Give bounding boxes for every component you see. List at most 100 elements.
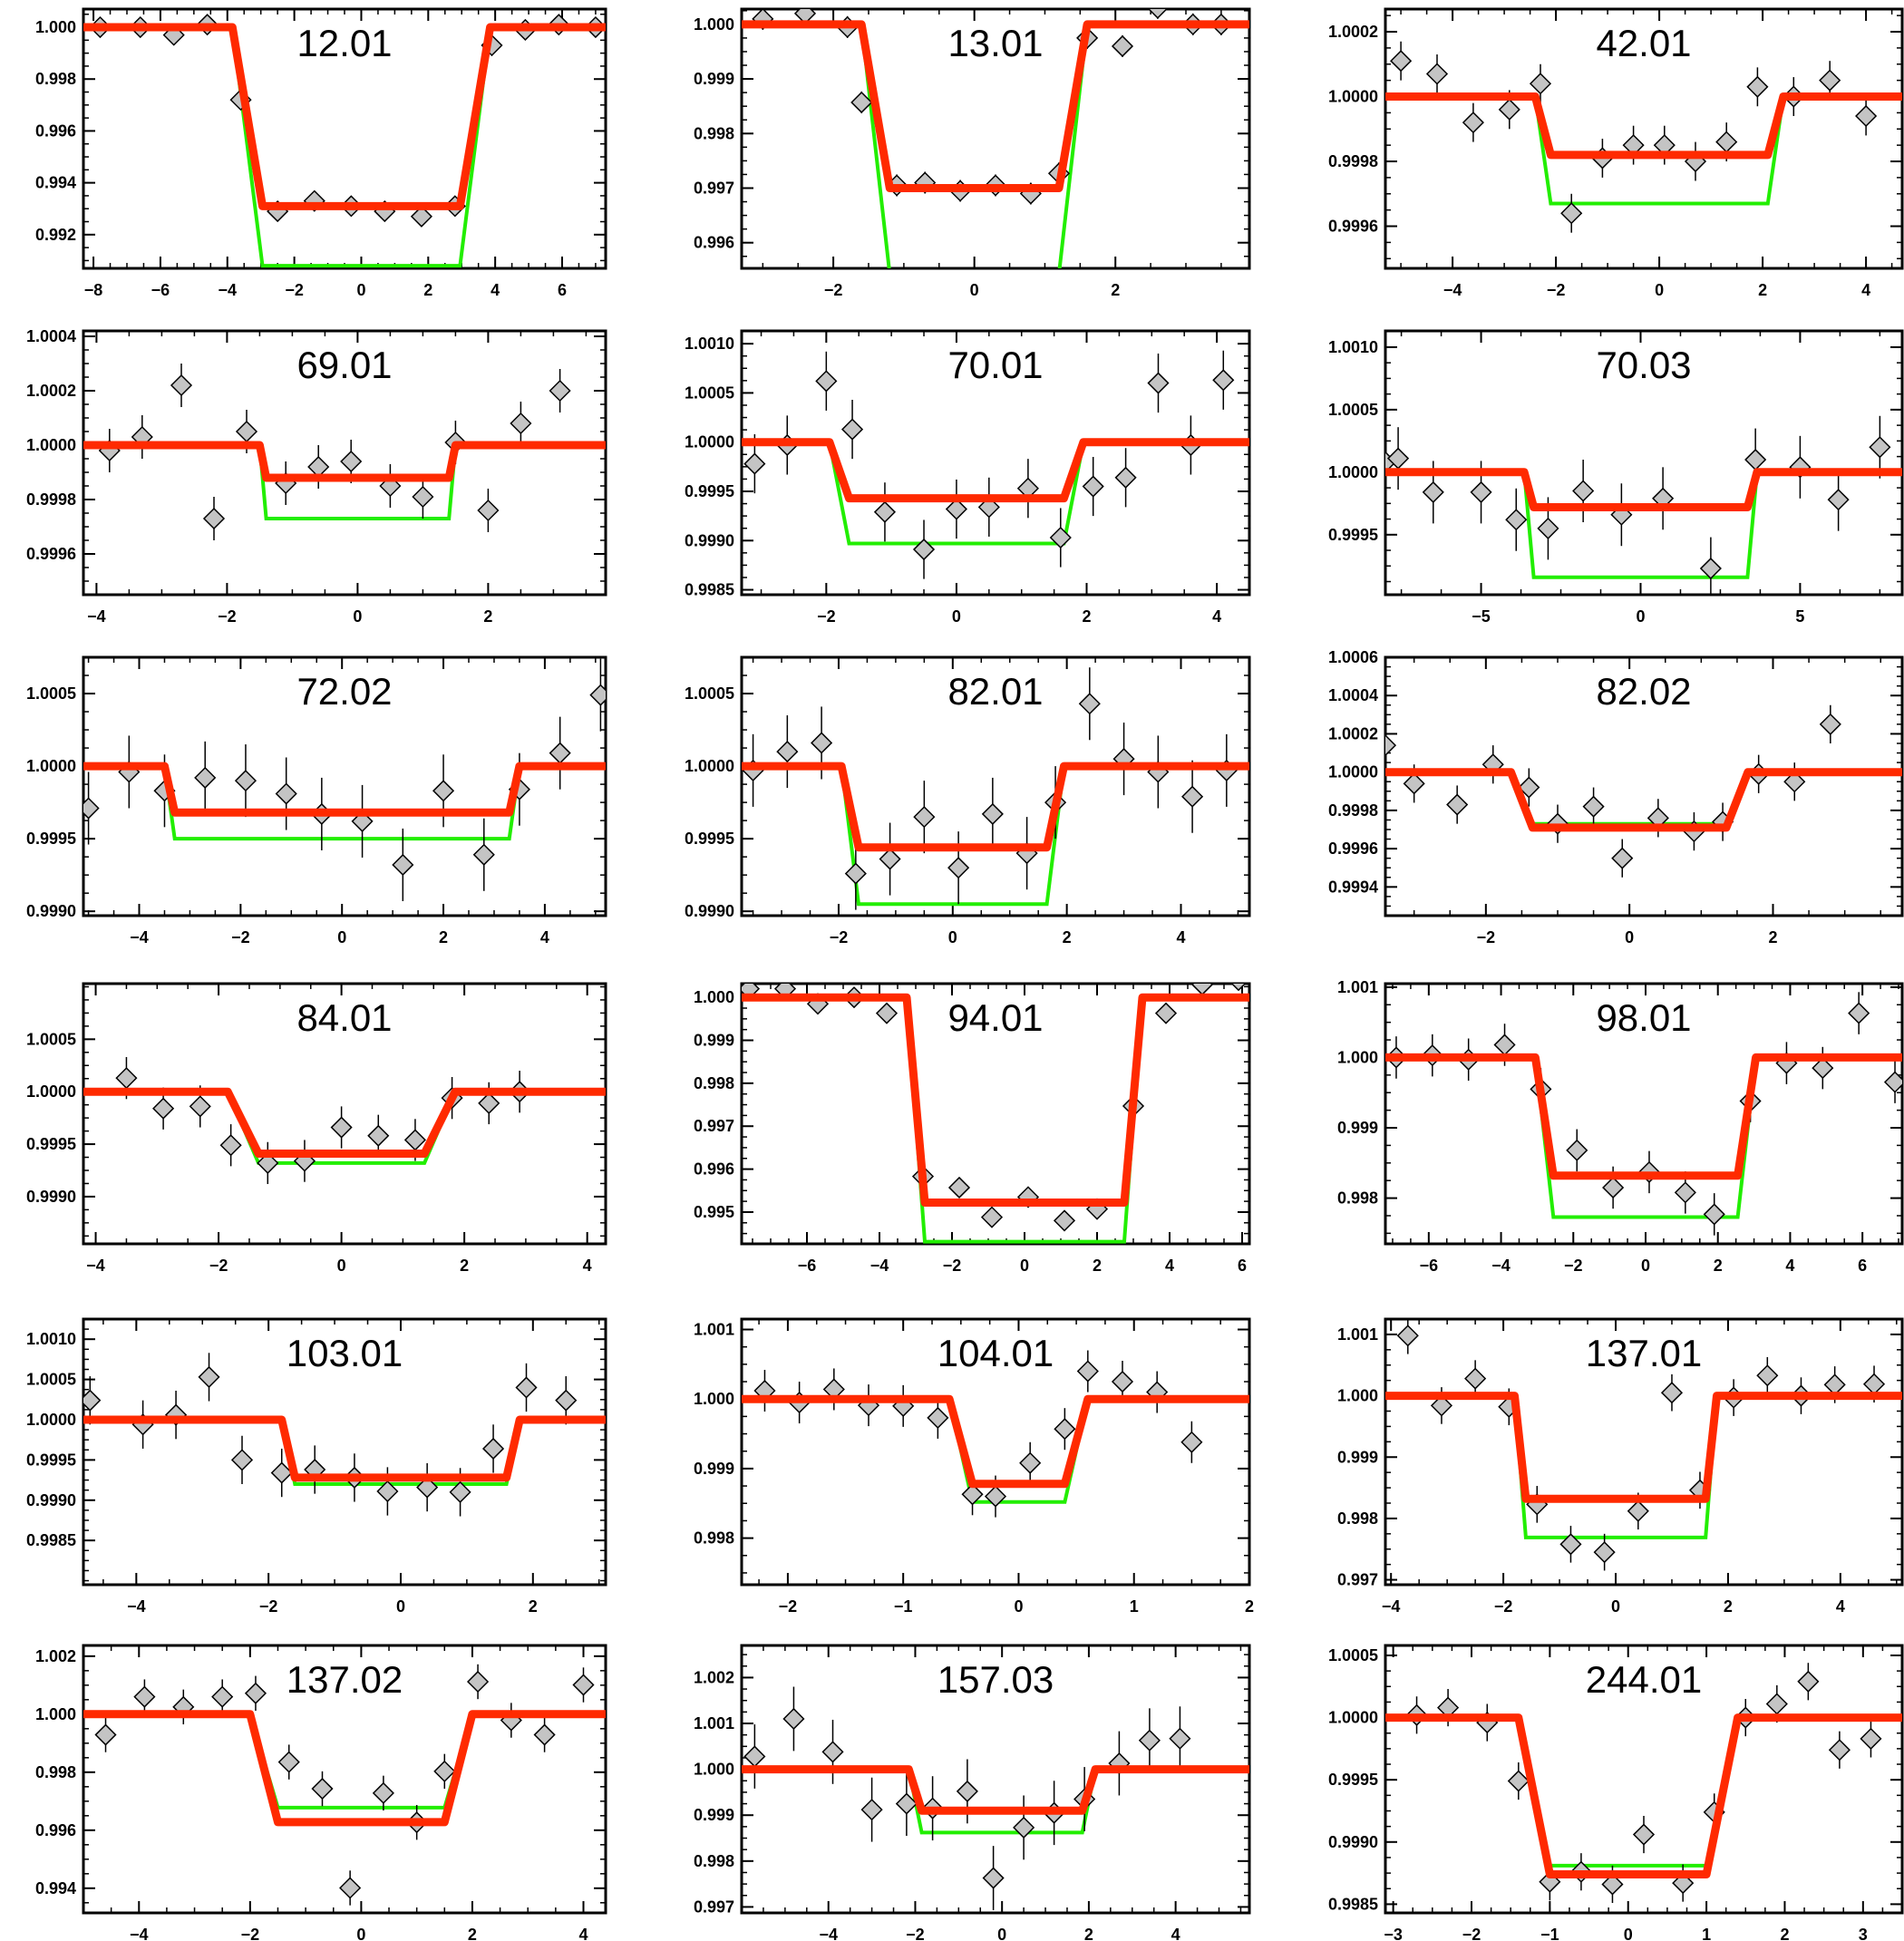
data-point	[416, 1476, 439, 1499]
data-point	[1627, 1499, 1649, 1522]
red-model-line	[83, 1710, 606, 1827]
data-point	[980, 1206, 1004, 1228]
y-tick-label: 0.996	[35, 1821, 76, 1839]
plot-frame	[1384, 982, 1904, 1246]
green-model-line	[83, 764, 606, 841]
data-point	[311, 1777, 334, 1800]
x-tick-label: 0	[997, 1926, 1006, 1941]
data-point	[211, 1685, 234, 1708]
panel-title: 137.01	[1586, 1332, 1702, 1374]
data-point	[467, 1670, 490, 1694]
data-point	[83, 797, 100, 820]
data-point	[94, 1723, 117, 1746]
x-tick-label: 0	[396, 1597, 405, 1616]
x-tick-label: −1	[894, 1597, 913, 1616]
y-tick-label: 0.996	[694, 1160, 734, 1179]
data-point	[403, 1129, 426, 1151]
x-tick-label: −2	[906, 1926, 925, 1941]
y-tick-label: 1.0005	[685, 684, 734, 703]
x-tick-label: −4	[870, 1257, 889, 1275]
red-model-line	[742, 20, 1249, 192]
data-point	[1797, 1670, 1820, 1693]
data-point	[133, 1685, 156, 1708]
panel-title: 82.02	[1596, 670, 1691, 713]
data-point	[1507, 1770, 1530, 1792]
y-tick-label: 1.0005	[1328, 401, 1378, 419]
data-point	[1054, 1418, 1076, 1441]
data-point	[913, 806, 936, 829]
x-tick-label: −2	[1494, 1597, 1513, 1616]
y-tick-label: 1.0000	[26, 1411, 76, 1429]
data-point	[1699, 557, 1722, 580]
y-tick-label: 1.0000	[26, 436, 76, 454]
y-tick-label: 1.0000	[1328, 463, 1378, 481]
data-point	[1703, 1203, 1725, 1226]
green-model-line	[1385, 770, 1902, 826]
data-point	[449, 1480, 471, 1503]
data-point	[1422, 480, 1444, 503]
data-point	[510, 412, 532, 435]
y-tick-label: 0.998	[1337, 1189, 1378, 1208]
red-model-line	[742, 438, 1249, 503]
data-point	[776, 741, 799, 763]
x-tick-label: 0	[1641, 1257, 1650, 1275]
panel-11: −6 −4 −2 0 2 4 6 0.998 0.999 1.000 1.001 98.01	[1337, 978, 1904, 1275]
plot-frame	[82, 1317, 607, 1587]
y-tick-label: 0.998	[694, 1074, 734, 1092]
red-model-line	[83, 1087, 606, 1158]
x-tick-label: −2	[241, 1926, 260, 1941]
red-model-line	[83, 23, 606, 210]
data-point	[1869, 436, 1891, 459]
data-point	[743, 452, 766, 475]
y-tick-label: 0.995	[694, 1203, 734, 1221]
data-point	[1078, 693, 1101, 715]
y-tick-label: 1.0006	[1328, 648, 1378, 666]
x-tick-label: −2	[259, 1597, 278, 1616]
y-tick-label: 0.9998	[1328, 152, 1378, 170]
data-point	[879, 848, 901, 870]
data-point	[340, 450, 363, 473]
y-tick-label: 0.998	[35, 70, 76, 88]
y-tick-label: 0.999	[694, 1806, 734, 1824]
data-point	[1744, 448, 1767, 471]
x-tick-label: 4	[1861, 281, 1870, 299]
data-point	[1462, 112, 1484, 134]
red-model-line	[83, 1415, 606, 1482]
y-tick-label: 1.001	[694, 1321, 734, 1339]
data-point	[1076, 1360, 1099, 1383]
y-tick-label: 0.996	[35, 121, 76, 140]
x-tick-label: 4	[1171, 1926, 1180, 1941]
data-point	[840, 418, 864, 441]
y-tick-label: 0.9985	[26, 1531, 76, 1549]
data-point	[189, 1095, 211, 1118]
data-point	[1082, 475, 1104, 498]
data-point	[1593, 1541, 1616, 1564]
x-tick-label: 0	[1624, 1926, 1633, 1941]
y-tick-label: 1.000	[694, 1390, 734, 1408]
data-point	[83, 1389, 102, 1412]
data-point	[219, 1134, 242, 1157]
y-tick-label: 1.0000	[1328, 88, 1378, 106]
x-tick-label: −2	[1477, 928, 1496, 946]
x-tick-label: 4	[1165, 1257, 1174, 1275]
panel-title: 103.01	[287, 1332, 403, 1374]
x-tick-label: 2	[1714, 1257, 1723, 1275]
x-tick-label: 2	[1780, 1926, 1789, 1941]
x-tick-label: 0	[356, 1926, 365, 1941]
data-point	[1715, 131, 1738, 153]
data-point	[752, 9, 774, 30]
data-point	[912, 538, 936, 561]
x-tick-label: 0	[1611, 1597, 1620, 1616]
red-model-line	[742, 993, 1249, 1207]
data-point	[1505, 509, 1528, 531]
x-tick-label: −4	[130, 928, 149, 946]
data-point	[115, 1067, 138, 1090]
y-tick-label: 0.997	[694, 1117, 734, 1135]
panel-title: 72.02	[296, 670, 392, 713]
data-point	[472, 843, 495, 866]
y-tick-label: 1.0000	[685, 757, 734, 775]
data-point	[811, 732, 833, 754]
data-point	[1385, 734, 1397, 757]
data-point	[1602, 1176, 1625, 1199]
data-point	[1169, 1727, 1191, 1750]
